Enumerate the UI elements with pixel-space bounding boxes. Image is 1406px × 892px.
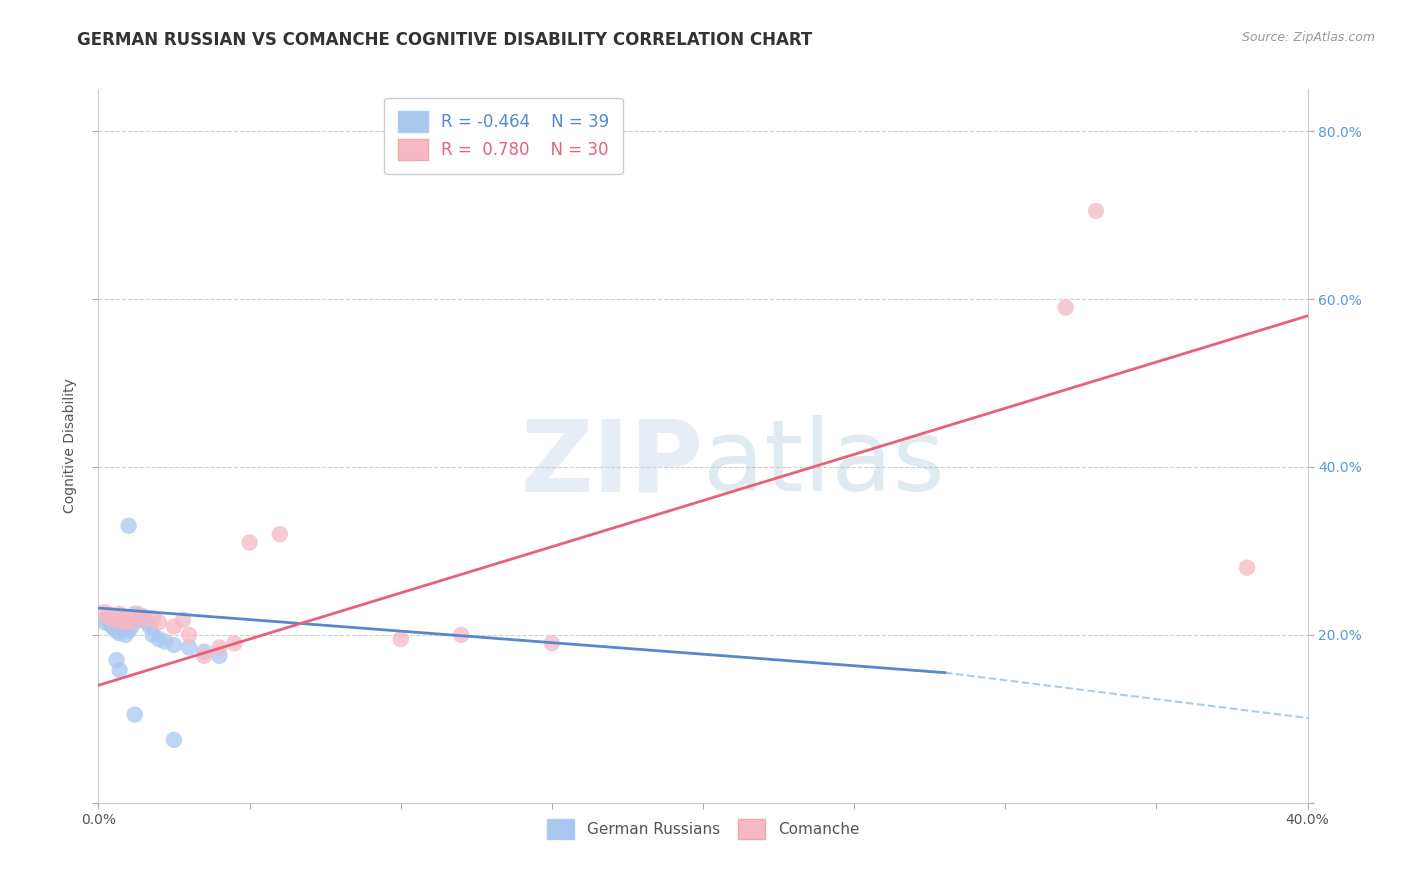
Point <box>148 615 170 630</box>
Point <box>93 605 115 619</box>
Point <box>105 621 128 635</box>
Point <box>193 645 215 659</box>
Point <box>208 648 231 663</box>
Legend: German Russians, Comanche: German Russians, Comanche <box>541 814 865 845</box>
Point <box>105 615 128 629</box>
Point <box>111 621 134 635</box>
Point <box>124 607 146 621</box>
Point <box>96 609 118 624</box>
Point <box>105 617 128 632</box>
Point <box>540 636 562 650</box>
Point <box>1236 560 1258 574</box>
Text: ZIP: ZIP <box>520 416 703 512</box>
Point <box>239 535 262 549</box>
Point <box>108 607 131 621</box>
Point <box>103 613 125 627</box>
Point <box>105 624 128 638</box>
Text: GERMAN RUSSIAN VS COMANCHE COGNITIVE DISABILITY CORRELATION CHART: GERMAN RUSSIAN VS COMANCHE COGNITIVE DIS… <box>77 31 813 49</box>
Y-axis label: Cognitive Disability: Cognitive Disability <box>63 378 77 514</box>
Point <box>114 628 136 642</box>
Point <box>93 615 115 630</box>
Point <box>114 615 136 630</box>
Point <box>111 611 134 625</box>
Point <box>124 707 146 722</box>
Point <box>103 621 125 635</box>
Point <box>100 615 122 629</box>
Text: atlas: atlas <box>703 416 945 512</box>
Point <box>179 628 201 642</box>
Point <box>163 732 186 747</box>
Point <box>132 613 155 627</box>
Point <box>153 634 176 648</box>
Point <box>118 617 141 632</box>
Point <box>1085 203 1108 218</box>
Point <box>118 518 141 533</box>
Point <box>118 624 141 638</box>
Point <box>103 617 125 632</box>
Point <box>108 614 131 628</box>
Point <box>105 653 128 667</box>
Point <box>224 636 246 650</box>
Point <box>142 611 165 625</box>
Point <box>193 648 215 663</box>
Point <box>179 640 201 655</box>
Point <box>103 613 125 627</box>
Point <box>389 632 412 646</box>
Point <box>108 619 131 633</box>
Point <box>135 615 157 630</box>
Point <box>163 638 186 652</box>
Point <box>100 607 122 622</box>
Point <box>108 626 131 640</box>
Point <box>100 617 122 632</box>
Point <box>127 607 149 621</box>
Point <box>108 663 131 677</box>
Point <box>114 619 136 633</box>
Point <box>142 628 165 642</box>
Point <box>208 640 231 655</box>
Point <box>148 632 170 646</box>
Point <box>1054 301 1077 315</box>
Point <box>111 616 134 631</box>
Point <box>269 527 291 541</box>
Point <box>172 613 194 627</box>
Point <box>450 628 472 642</box>
Point <box>96 613 118 627</box>
Point <box>163 619 186 633</box>
Point <box>127 613 149 627</box>
Point <box>108 615 131 630</box>
Point <box>132 609 155 624</box>
Point <box>118 611 141 625</box>
Point <box>139 619 162 633</box>
Point <box>105 609 128 624</box>
Point <box>121 615 143 630</box>
Text: Source: ZipAtlas.com: Source: ZipAtlas.com <box>1241 31 1375 45</box>
Point <box>103 619 125 633</box>
Point <box>121 619 143 633</box>
Point <box>103 611 125 625</box>
